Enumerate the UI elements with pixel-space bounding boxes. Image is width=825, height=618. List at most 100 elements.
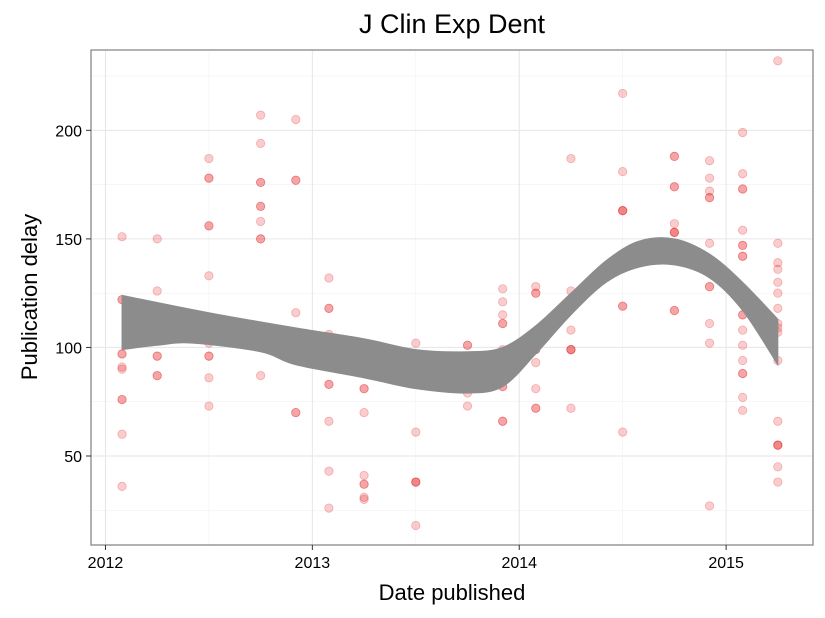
data-point	[566, 345, 576, 355]
data-point	[738, 184, 748, 194]
minor-gridlines	[91, 50, 813, 545]
major-gridlines	[91, 50, 813, 545]
data-point	[669, 227, 679, 237]
data-point	[324, 303, 334, 313]
data-point	[618, 206, 628, 216]
data-point	[117, 364, 127, 374]
data-point	[669, 305, 679, 316]
data-point	[531, 403, 541, 413]
y-tick-label: 100	[55, 340, 82, 357]
data-point	[566, 403, 576, 413]
data-point	[291, 308, 301, 318]
data-point	[324, 273, 334, 283]
data-point	[411, 338, 421, 348]
x-tick-label: 2013	[295, 555, 331, 572]
data-point	[566, 345, 576, 355]
data-point	[704, 173, 715, 183]
data-point	[291, 407, 301, 418]
data-point	[669, 182, 679, 192]
data-point	[669, 227, 679, 237]
data-point	[566, 325, 576, 335]
data-point	[359, 479, 369, 489]
data-point	[738, 405, 748, 415]
data-point	[498, 297, 508, 307]
data-point	[669, 219, 679, 229]
data-point	[773, 264, 783, 274]
data-point	[256, 234, 266, 244]
data-point	[411, 520, 421, 531]
data-point	[669, 227, 679, 237]
data-point	[618, 88, 628, 99]
data-point	[704, 156, 715, 166]
x-tick-label: 2012	[88, 555, 124, 572]
x-tick-label: 2014	[501, 555, 537, 572]
data-point	[152, 234, 162, 244]
data-point	[704, 193, 715, 203]
y-tick-label: 50	[64, 449, 82, 466]
data-point	[204, 271, 214, 281]
y-tick-label: 150	[55, 232, 82, 249]
data-point	[359, 384, 369, 394]
data-point	[738, 325, 748, 335]
data-point	[411, 477, 421, 487]
data-point	[256, 177, 266, 188]
x-tick-label: 2015	[708, 555, 744, 572]
data-point	[618, 206, 628, 216]
data-point	[704, 318, 715, 329]
data-point	[531, 288, 541, 298]
data-point	[738, 169, 748, 179]
data-point	[738, 340, 748, 350]
data-point	[117, 481, 127, 491]
data-point	[462, 401, 473, 411]
data-point	[669, 305, 679, 316]
data-point	[498, 318, 508, 329]
data-point	[324, 379, 334, 389]
data-point	[618, 206, 628, 216]
data-point	[256, 201, 266, 211]
data-point	[117, 394, 127, 405]
data-point	[704, 238, 715, 248]
data-point	[738, 240, 748, 250]
data-point	[738, 368, 748, 379]
plot-area	[90, 49, 814, 546]
data-point	[462, 340, 473, 350]
smooth-band	[121, 237, 779, 394]
data-point	[531, 403, 541, 413]
data-point	[256, 138, 266, 148]
y-tick-label: 200	[55, 123, 82, 140]
data-point	[117, 394, 127, 405]
data-point	[498, 284, 508, 294]
data-point	[704, 282, 715, 292]
data-point	[566, 345, 576, 355]
data-point	[324, 379, 334, 389]
data-point	[738, 368, 748, 379]
data-point	[204, 173, 214, 183]
data-point	[618, 301, 628, 311]
data-point	[152, 371, 162, 381]
data-point	[324, 466, 334, 476]
data-point	[411, 477, 421, 487]
data-point	[531, 384, 541, 394]
data-point	[324, 503, 334, 513]
x-axis: 2012 2013 2014 2015	[88, 545, 744, 572]
data-point	[669, 151, 679, 161]
data-point	[773, 440, 783, 450]
data-point	[359, 492, 369, 502]
data-point	[291, 114, 301, 125]
data-point	[117, 362, 127, 372]
chart-title: J Clin Exp Dent	[359, 9, 546, 39]
data-point	[704, 186, 715, 196]
data-point	[773, 416, 783, 426]
data-point	[738, 127, 748, 138]
plot-border	[90, 49, 814, 546]
data-point	[738, 392, 748, 402]
data-point	[669, 151, 679, 161]
data-point	[773, 277, 783, 287]
data-point	[291, 407, 301, 418]
data-point	[204, 373, 214, 383]
data-point	[152, 351, 162, 361]
data-point	[117, 349, 127, 359]
data-point	[291, 175, 301, 185]
y-axis-title: Publication delay	[17, 214, 42, 380]
